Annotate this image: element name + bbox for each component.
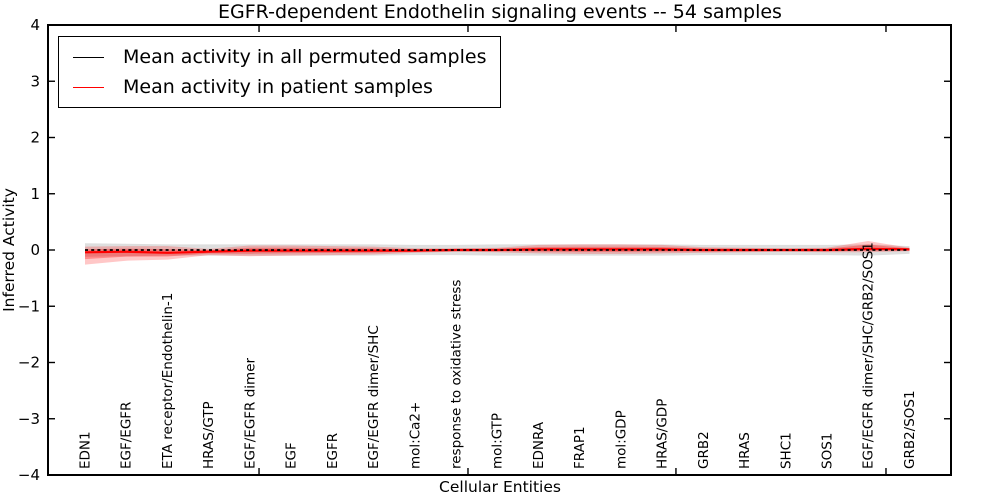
x-category-label: response to oxidative stress (449, 280, 465, 469)
patient-std-band-inner (85, 244, 910, 260)
x-category-label: EGF/EGFR (119, 402, 135, 469)
x-category-label: GRB2 (696, 431, 712, 469)
x-category-label: HRAS (737, 432, 753, 469)
y-tick-label: 4 (30, 16, 40, 34)
x-category-label: mol:GTP (490, 413, 506, 469)
x-category-label: ETA receptor/Endothelin-1 (160, 293, 176, 469)
x-category-label: EGF/EGFR dimer (242, 357, 258, 469)
x-category-label: HRAS/GTP (201, 401, 217, 469)
x-category-label: mol:GDP (613, 410, 629, 469)
y-tick-label: 2 (30, 129, 40, 147)
y-tick-label: 0 (30, 241, 40, 259)
y-tick-label: 3 (30, 72, 40, 90)
x-category-label: SOS1 (820, 433, 836, 469)
x-category-label: EDNRA (531, 421, 547, 469)
legend-item-permuted: Mean activity in all permuted samples (73, 43, 486, 71)
y-tick-label: −1 (18, 297, 40, 315)
x-category-label: HRAS/GDP (655, 399, 671, 469)
patient-std-band-outer (85, 241, 910, 265)
x-category-label: EGF (284, 442, 300, 469)
legend-permuted-label: Mean activity in all permuted samples (123, 46, 487, 68)
y-tick-label: −4 (18, 466, 40, 484)
legend: Mean activity in all permuted samples Me… (58, 36, 502, 108)
x-category-label: EGF/EGFR dimer/SHC/GRB2/SOS1 (861, 242, 877, 469)
x-category-label: EGFR (325, 433, 341, 469)
y-tick-label: −2 (18, 354, 40, 372)
legend-item-patient: Mean activity in patient samples (73, 73, 486, 101)
x-category-label: FRAP1 (572, 426, 588, 469)
legend-permuted-line-icon (73, 56, 104, 58)
x-category-label: EGF/EGFR dimer/SHC (366, 325, 382, 469)
x-category-label: SHC1 (778, 432, 794, 469)
y-tick-label: −3 (18, 410, 40, 428)
x-category-label: mol:Ca2+ (407, 402, 423, 469)
x-category-label: EDN1 (78, 431, 94, 469)
x-category-label: GRB2/SOS1 (902, 390, 918, 469)
x-axis-title: Cellular Entities (439, 478, 561, 496)
chart-title: EGFR-dependent Endothelin signaling even… (218, 1, 782, 23)
legend-patient-label: Mean activity in patient samples (123, 76, 433, 98)
legend-patient-line-icon (73, 86, 104, 88)
y-tick-label: 1 (30, 185, 40, 203)
